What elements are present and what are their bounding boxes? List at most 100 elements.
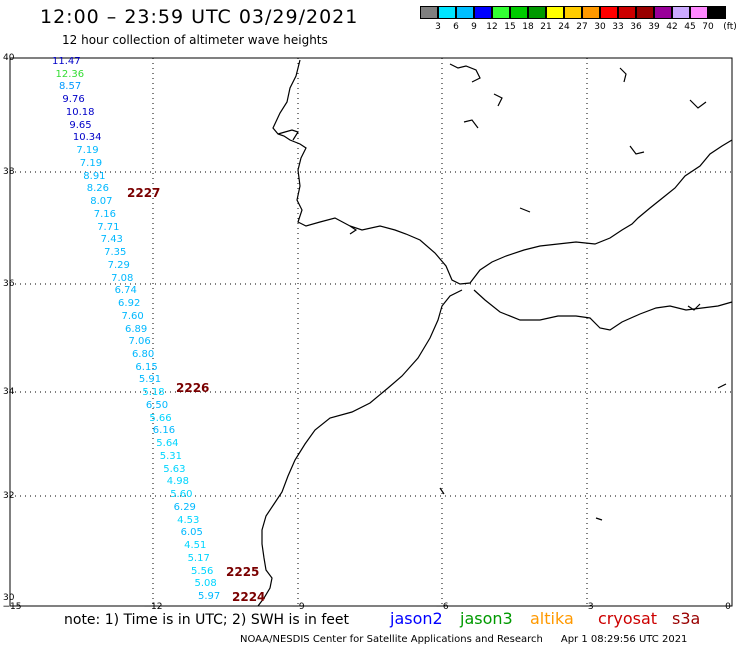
colorbar-label: 12 (486, 22, 498, 32)
wave-height-value: 6.15 (135, 361, 158, 373)
credit-text: NOAA/NESDIS Center for Satellite Applica… (240, 634, 543, 645)
mission-altika: altika (530, 609, 574, 628)
wave-height-value: 7.35 (104, 247, 127, 259)
wave-height-value: 6.05 (180, 527, 203, 539)
units-note: note: 1) Time is in UTC; 2) SWH is in fe… (64, 612, 350, 628)
orbit-number: 2224 (232, 590, 266, 604)
lon-label: −15 (2, 602, 22, 612)
colorbar-label: 3 (435, 22, 441, 32)
wave-height-value: 4.98 (166, 476, 189, 488)
wave-height-value: 5.60 (170, 489, 193, 501)
colorbar-label: 70 (702, 22, 714, 32)
wave-height-value: 7.19 (76, 145, 99, 157)
wave-height-value: 4.51 (184, 540, 207, 552)
colorbar-label: (ft) (723, 22, 737, 32)
wave-height-value: 5.08 (194, 578, 217, 590)
colorbar-label: 9 (471, 22, 477, 32)
wave-height-value: 7.60 (121, 310, 144, 322)
colorbar-label: 30 (594, 22, 606, 32)
wave-height-value: 7.06 (128, 336, 151, 348)
tagus-estuary (277, 129, 299, 141)
colorbar-cell (420, 6, 438, 19)
colorbar-label: 45 (684, 22, 696, 32)
colorbar-label: 39 (648, 22, 660, 32)
lat-label: 30 (3, 593, 15, 603)
wave-height-value: 4.53 (177, 514, 200, 526)
wave-height-value: 5.91 (138, 374, 162, 386)
lon-label: 0 (725, 602, 731, 612)
wave-height-value: 6.74 (114, 285, 137, 297)
mission-jason2: jason2 (390, 609, 443, 628)
colorbar-label: 6 (453, 22, 459, 32)
credit-line: NOAA/NESDIS Center for Satellite Applica… (240, 634, 687, 645)
mission-cryosat: cryosat (598, 609, 658, 628)
colorbar-cell (690, 6, 708, 19)
wave-height-value: 6.89 (125, 323, 148, 335)
lon-label: −6 (435, 602, 449, 612)
minor-island-9 (595, 517, 603, 521)
iberia-coast (272, 59, 733, 285)
wave-height-value: 7.08 (111, 272, 134, 284)
colorbar-label: 18 (522, 22, 534, 32)
minor-island-6 (689, 99, 707, 109)
algeria-coast-east (687, 303, 701, 311)
generation-timestamp: Apr 1 08:29:56 UTC 2021 (560, 634, 688, 645)
colorbar-label: 42 (666, 22, 678, 32)
minor-island-8 (439, 487, 445, 495)
wave-height-value: 7.71 (97, 221, 120, 233)
wave-height-value: 5.97 (198, 591, 221, 602)
minor-island-7 (519, 207, 531, 213)
minor-island-4 (463, 119, 479, 129)
colorbar-labels: 3 6 9 12 15 18 21 24 27 30 33 36 39 42 45 70 (ft) (420, 22, 740, 34)
wave-height-value: 11.47 (52, 56, 81, 67)
minor-island-10 (717, 383, 727, 389)
colorbar-cell (708, 6, 726, 19)
lat-label: 40 (3, 53, 15, 63)
africa-coast (257, 289, 463, 607)
colorbar-cell (456, 6, 474, 19)
colorbar-cell (654, 6, 672, 19)
wave-height-value: 5.56 (191, 565, 214, 577)
colorbar-label: 27 (576, 22, 588, 32)
orbit-number: 2227 (127, 186, 161, 200)
colorbar-cell (672, 6, 690, 19)
wave-height-value: 5.63 (163, 463, 186, 475)
colorbar-cell (546, 6, 564, 19)
wave-height-value: 6.80 (131, 348, 155, 360)
map-border (9, 57, 733, 607)
wave-height-value: 10.18 (65, 106, 95, 118)
colorbar-label: 15 (504, 22, 516, 32)
map-frame (9, 57, 733, 607)
map-canvas (9, 57, 733, 607)
wave-height-colorbar (420, 6, 726, 19)
colorbar-label: 21 (540, 22, 552, 32)
wave-height-value: 5.31 (159, 450, 183, 462)
mission-jason3: jason3 (460, 609, 513, 628)
lat-label: 34 (3, 387, 15, 397)
wave-height-value: 5.18 (142, 387, 165, 399)
wave-height-value: 6.29 (173, 501, 196, 513)
lon-label: −9 (291, 602, 305, 612)
colorbar-cell (582, 6, 600, 19)
colorbar-cell (600, 6, 618, 19)
wave-height-value: 8.07 (90, 196, 113, 208)
colorbar-cell (528, 6, 546, 19)
wave-height-value: 5.17 (187, 552, 210, 564)
lat-label: 38 (3, 167, 15, 177)
wave-height-value: 7.29 (107, 259, 130, 271)
wave-height-value: 12.36 (55, 68, 85, 80)
map-title: 12:00 – 23:59 UTC 03/29/2021 (40, 6, 359, 28)
wave-height-value: 9.65 (69, 119, 92, 131)
colorbar-cell (564, 6, 582, 19)
coastlines (257, 59, 733, 607)
orbit-number: 2226 (176, 381, 210, 395)
colorbar-label: 36 (630, 22, 642, 32)
lon-label: −3 (580, 602, 594, 612)
wave-height-value: 7.19 (79, 157, 103, 169)
wave-height-value: 5.64 (156, 438, 179, 450)
coastal-feature-1 (349, 225, 358, 235)
minor-island-1 (449, 63, 481, 83)
colorbar-label: 24 (558, 22, 570, 32)
colorbar-cell (492, 6, 510, 19)
map-subtitle: 12 hour collection of altimeter wave hei… (62, 33, 328, 47)
